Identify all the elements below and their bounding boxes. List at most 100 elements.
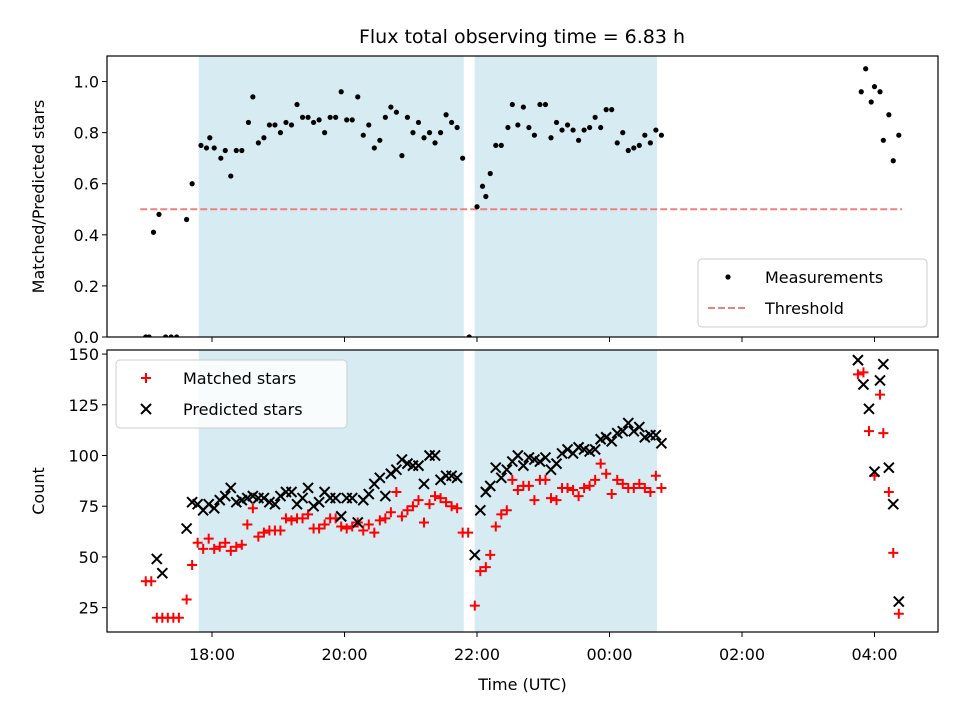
data-point (388, 104, 394, 110)
legend-label: Matched stars (183, 369, 296, 388)
data-point (631, 145, 637, 151)
data-point (529, 495, 540, 506)
data-point (498, 142, 504, 149)
legend-label: Predicted stars (183, 400, 303, 419)
data-point (225, 545, 236, 556)
data-point (374, 472, 386, 484)
data-point (584, 480, 595, 491)
data-point (452, 503, 463, 514)
data-point (878, 428, 889, 439)
data-point (581, 127, 587, 133)
data-point (150, 229, 157, 235)
data-point (228, 173, 234, 179)
y-tick-label: 150 (68, 345, 99, 364)
data-point (537, 101, 543, 108)
data-point (888, 547, 899, 558)
data-point (429, 449, 441, 462)
x-tick-label: 20:00 (321, 645, 367, 664)
data-point (366, 122, 372, 128)
y-tick-label: 0.0 (74, 328, 99, 347)
data-point (302, 482, 314, 494)
data-point (639, 482, 650, 493)
data-point (526, 124, 532, 131)
y-axis-label: Matched/Predicted stars (29, 100, 48, 294)
data-point (297, 513, 308, 524)
data-point (595, 458, 606, 469)
data-point (180, 522, 193, 535)
legend-marker (141, 373, 151, 383)
data-point (598, 124, 604, 131)
data-point (266, 122, 273, 128)
data-point (890, 158, 896, 164)
legend: Measurements Threshold (697, 258, 928, 328)
data-point (868, 466, 881, 478)
data-point (512, 449, 524, 462)
data-point (507, 474, 518, 485)
data-point (893, 595, 905, 608)
data-point (209, 543, 220, 554)
data-point (288, 122, 295, 128)
data-point (650, 429, 662, 441)
y-tick-label: 0.2 (74, 277, 99, 296)
data-point (214, 541, 225, 552)
axes-frame (106, 349, 939, 633)
data-point (255, 140, 261, 146)
data-point (474, 204, 480, 210)
data-point (636, 142, 642, 149)
shaded-period-2 (474, 350, 657, 632)
chart-title: Flux total observing time = 6.83 h (359, 26, 685, 48)
shaded-period-2 (474, 56, 657, 337)
x-axis-label: Time (UTC) (477, 675, 566, 694)
data-point (274, 490, 287, 502)
data-point (633, 421, 646, 433)
legend-label: Threshold (764, 299, 844, 318)
data-point (434, 474, 447, 486)
data-point (163, 334, 169, 337)
data-point (432, 140, 438, 146)
data-point (239, 147, 245, 154)
data-point (258, 527, 269, 538)
data-point (490, 461, 502, 474)
data-point (198, 543, 209, 554)
data-point (371, 145, 377, 151)
data-point (614, 140, 620, 146)
data-point (495, 472, 507, 484)
data-point (573, 491, 584, 502)
legend: Matched stars Predicted stars (115, 359, 348, 429)
data-point (883, 461, 895, 474)
data-point (469, 549, 481, 561)
data-point (628, 425, 640, 437)
data-point (415, 119, 422, 126)
data-point (335, 510, 347, 523)
x-tick-label: 18:00 (189, 645, 235, 664)
data-point (336, 521, 347, 532)
data-point (484, 480, 496, 492)
legend-marker (725, 274, 731, 280)
data-point (570, 127, 576, 133)
data-point (151, 553, 163, 565)
data-point (184, 216, 190, 223)
data-point (286, 515, 297, 526)
data-point (479, 183, 486, 189)
data-point (253, 531, 264, 542)
series-measurements (143, 66, 902, 337)
data-point (146, 334, 152, 337)
data-point (236, 539, 247, 550)
data-point (218, 155, 224, 161)
data-point (346, 492, 358, 504)
data-point (377, 137, 383, 143)
data-point (622, 417, 634, 429)
data-point (173, 612, 184, 623)
data-point (322, 130, 328, 136)
data-point (283, 119, 289, 126)
data-point (617, 425, 629, 437)
data-point (612, 474, 623, 485)
data-point (258, 492, 270, 504)
y-tick-label: 75 (79, 497, 99, 516)
data-point (338, 89, 344, 95)
data-point (650, 470, 661, 481)
data-point (460, 155, 466, 161)
data-point (391, 487, 402, 498)
data-point (430, 491, 441, 502)
data-point (656, 482, 667, 493)
